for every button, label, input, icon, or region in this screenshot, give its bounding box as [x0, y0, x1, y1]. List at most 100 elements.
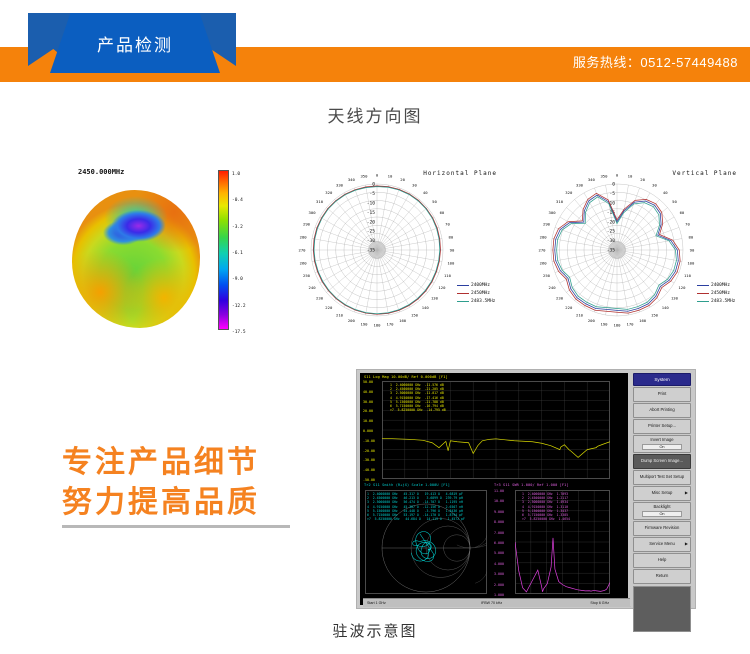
- legend-item: 2483.5MHz: [457, 298, 517, 305]
- promo-line-2: 努力提高品质: [62, 484, 260, 520]
- svg-text:240: 240: [309, 285, 317, 290]
- colorbar-tick: -17.5: [232, 330, 246, 335]
- trace2-marker-table: 1 2.4000000 GHz 45.317 O 19.413 O 4.6819…: [367, 492, 465, 522]
- svg-text:180: 180: [373, 322, 381, 327]
- softkey-printer-setup[interactable]: Printer Setup...: [633, 419, 691, 434]
- legend-swatch: [697, 284, 709, 287]
- legend-label: 2483.5MHz: [471, 299, 496, 304]
- trace2-header: Tr2 S11 Smith (R+jX) Scale 1.000U [F1]: [364, 483, 451, 487]
- svg-text:340: 340: [588, 177, 596, 182]
- svg-text:40: 40: [423, 190, 428, 195]
- svg-text:110: 110: [684, 273, 692, 278]
- colorbar-tick: -6.1: [232, 251, 243, 256]
- chevron-right-icon: ▶: [684, 541, 688, 547]
- svg-text:200: 200: [348, 318, 356, 323]
- svg-text:190: 190: [360, 321, 368, 326]
- softkey-print[interactable]: Print: [633, 387, 691, 402]
- legend-swatch: [457, 292, 469, 295]
- svg-text:290: 290: [543, 222, 551, 227]
- trace3-y-label: 11.00: [494, 489, 504, 493]
- svg-text:0: 0: [616, 172, 619, 177]
- svg-text:170: 170: [627, 321, 635, 326]
- svg-text:310: 310: [556, 199, 564, 204]
- softkey-label: Misc Setup: [651, 490, 673, 496]
- softkey-backlight[interactable]: Backlight On: [633, 502, 691, 520]
- svg-text:160: 160: [399, 318, 407, 323]
- vertical-plane-legend: 2400MHz 2450MHz 2483.5MHz: [697, 282, 750, 306]
- trace1-curve: [382, 381, 610, 479]
- horizontal-plane-legend: 2400MHz 2450MHz 2483.5MHz: [457, 282, 517, 306]
- colorbar-tick: -0.4: [232, 198, 243, 204]
- svg-text:10: 10: [628, 174, 633, 179]
- antenna-pattern-row: 2450.000MHz 1.0 -0.4 -3.2 -6.1 -9.0 -12.2 -17.…: [0, 150, 750, 350]
- svg-text:180: 180: [613, 322, 621, 327]
- svg-text:220: 220: [565, 305, 573, 310]
- softkey-firmware-revision[interactable]: Firmware Revision: [633, 521, 691, 536]
- legend-swatch: [697, 300, 709, 303]
- colorbar-tick: 1.0: [232, 172, 241, 177]
- svg-text:90: 90: [450, 247, 455, 252]
- legend-item: 2450MHz: [457, 290, 517, 297]
- trace3-y-label: 9.000: [494, 509, 504, 514]
- radiation-lobe-shape: [72, 190, 200, 328]
- pattern-3d-frequency-label: 2450.000MHz: [78, 168, 125, 176]
- gain-colorbar: [218, 170, 229, 330]
- colorbar-tick: -9.0: [232, 277, 243, 283]
- softkey-label: Printer Setup...: [648, 423, 676, 429]
- trace1-y-label: 40.00: [363, 389, 373, 394]
- softkey-invert-image[interactable]: Invert Image On: [633, 435, 691, 453]
- svg-text:130: 130: [431, 296, 439, 301]
- svg-text:280: 280: [540, 234, 548, 239]
- softkey-return[interactable]: Return: [633, 569, 691, 584]
- svg-text:120: 120: [438, 285, 446, 290]
- svg-text:320: 320: [325, 190, 333, 195]
- svg-text:80: 80: [689, 234, 694, 239]
- softkey-label: Service Menu: [649, 541, 675, 547]
- legend-label: 2400MHz: [711, 283, 730, 288]
- legend-item: 2450MHz: [697, 290, 750, 297]
- softkey-service-menu[interactable]: Service Menu ▶: [633, 537, 691, 552]
- svg-text:-5: -5: [609, 191, 615, 197]
- softkey-abort-printing[interactable]: Abort Printing: [633, 403, 691, 418]
- svg-text:220: 220: [325, 305, 333, 310]
- svg-text:300: 300: [549, 210, 557, 215]
- vna-status-bar: Start 1 GHz IFBW 70 kHz Stop 6 GHz: [363, 598, 631, 607]
- svg-text:60: 60: [440, 210, 445, 215]
- softkey-value: On: [641, 510, 683, 518]
- svg-text:250: 250: [303, 273, 311, 278]
- softkey-misc-setup[interactable]: Misc Setup ▶: [633, 486, 691, 501]
- svg-text:-10: -10: [607, 200, 616, 206]
- service-hotline: 服务热线：0512-57449488: [572, 55, 738, 70]
- softkey-label: Firmware Revision: [644, 525, 680, 531]
- svg-text:50: 50: [432, 199, 437, 204]
- softkey-multiport-test-set-setup[interactable]: Multiport Test Set Setup: [633, 470, 691, 485]
- svg-text:50: 50: [672, 199, 677, 204]
- svg-text:230: 230: [316, 296, 324, 301]
- vna-softkey-menu[interactable]: System Print Abort Printing Printer Setup..…: [630, 372, 694, 632]
- legend-label: 2400MHz: [471, 283, 490, 288]
- svg-text:-35: -35: [367, 248, 376, 254]
- trace1-header: S11 Log Mag 10.00dB/ Ref 0.000dB [F1]: [364, 374, 448, 379]
- svg-text:-10: -10: [367, 200, 376, 206]
- trace1-y-label: -10.00: [363, 438, 375, 443]
- horizontal-plane-title: Horizontal Plane: [423, 170, 497, 177]
- svg-text:80: 80: [449, 234, 454, 239]
- softkey-help[interactable]: Help: [633, 553, 691, 568]
- svg-text:30: 30: [652, 182, 657, 187]
- trace1-y-label: -50.00: [363, 478, 375, 482]
- trace3-y-label: 10.00: [494, 499, 504, 504]
- vertical-plane-chart: 0 -5 -10 -15 -20 -25 -30 -35 0 10 20 30 40 50 60 70 80 90…: [538, 172, 695, 327]
- svg-text:-20: -20: [367, 219, 376, 225]
- trace1-y-label: 20.00: [363, 409, 373, 414]
- legend-item: 2400MHz: [697, 282, 750, 289]
- ribbon-label: 产品检测: [97, 35, 173, 55]
- svg-text:340: 340: [348, 177, 356, 182]
- svg-text:240: 240: [549, 285, 557, 290]
- promo-line-1: 专注产品细节: [62, 445, 260, 480]
- legend-item: 2483.5MHz: [697, 298, 750, 305]
- promo-divider: [62, 525, 290, 528]
- softkey-dump-screen-image[interactable]: Dump Screen Image...: [633, 454, 691, 469]
- trace1-marker-table: 1 2.4000000 GHz -11.576 dB 2 2.4500000 G…: [390, 383, 446, 413]
- svg-text:-5: -5: [369, 191, 375, 197]
